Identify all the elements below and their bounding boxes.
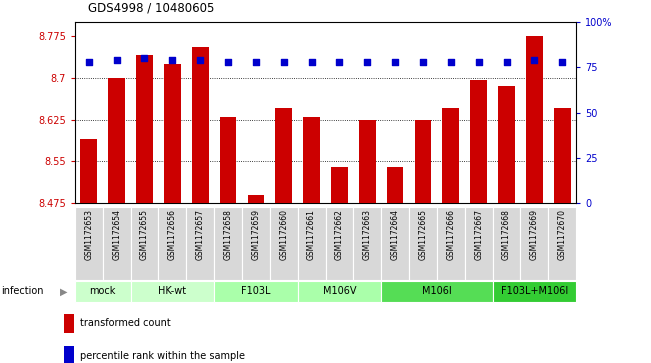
Text: GSM1172658: GSM1172658 bbox=[223, 209, 232, 260]
Bar bbox=[136, 55, 153, 203]
Text: GSM1172668: GSM1172668 bbox=[502, 209, 511, 260]
Bar bbox=[75, 281, 131, 302]
Bar bbox=[465, 207, 493, 280]
Bar bbox=[470, 81, 487, 203]
Bar bbox=[81, 139, 97, 203]
Bar bbox=[64, 314, 74, 333]
Bar bbox=[493, 281, 576, 302]
Point bbox=[501, 59, 512, 65]
Point bbox=[251, 59, 261, 65]
Bar bbox=[298, 207, 326, 280]
Bar bbox=[548, 207, 576, 280]
Point bbox=[307, 59, 317, 65]
Bar bbox=[443, 108, 459, 203]
Bar bbox=[186, 207, 214, 280]
Bar bbox=[526, 36, 543, 203]
Bar bbox=[298, 281, 381, 302]
Text: GSM1172667: GSM1172667 bbox=[474, 209, 483, 260]
Text: percentile rank within the sample: percentile rank within the sample bbox=[80, 351, 245, 361]
Bar bbox=[103, 207, 131, 280]
Point bbox=[111, 57, 122, 63]
Bar bbox=[498, 86, 515, 203]
Bar bbox=[192, 47, 208, 203]
Bar bbox=[214, 207, 242, 280]
Bar bbox=[331, 167, 348, 203]
Text: GSM1172655: GSM1172655 bbox=[140, 209, 149, 260]
Bar bbox=[437, 207, 465, 280]
Point bbox=[418, 59, 428, 65]
Text: ▶: ▶ bbox=[60, 286, 68, 296]
Text: GSM1172654: GSM1172654 bbox=[112, 209, 121, 260]
Bar bbox=[275, 108, 292, 203]
Text: M106V: M106V bbox=[323, 286, 356, 296]
Bar bbox=[131, 281, 214, 302]
Bar bbox=[131, 207, 158, 280]
Text: GSM1172666: GSM1172666 bbox=[447, 209, 455, 260]
Point bbox=[473, 59, 484, 65]
Point bbox=[279, 59, 289, 65]
Point bbox=[334, 59, 344, 65]
Bar bbox=[164, 64, 181, 203]
Point bbox=[390, 59, 400, 65]
Bar bbox=[520, 207, 548, 280]
Point bbox=[529, 57, 540, 63]
Bar bbox=[554, 108, 570, 203]
Text: mock: mock bbox=[90, 286, 116, 296]
Text: GSM1172670: GSM1172670 bbox=[558, 209, 567, 260]
Text: GSM1172663: GSM1172663 bbox=[363, 209, 372, 260]
Text: GSM1172664: GSM1172664 bbox=[391, 209, 400, 260]
Bar bbox=[158, 207, 186, 280]
Bar bbox=[381, 281, 493, 302]
Text: GSM1172657: GSM1172657 bbox=[196, 209, 204, 260]
Bar bbox=[270, 207, 298, 280]
Point bbox=[445, 59, 456, 65]
Point bbox=[139, 55, 150, 61]
Text: GDS4998 / 10480605: GDS4998 / 10480605 bbox=[88, 1, 214, 15]
Bar bbox=[409, 207, 437, 280]
Bar bbox=[242, 207, 270, 280]
Bar bbox=[108, 78, 125, 203]
Bar bbox=[415, 119, 432, 203]
Text: F103L: F103L bbox=[241, 286, 271, 296]
Point bbox=[362, 59, 372, 65]
Bar bbox=[359, 119, 376, 203]
Text: GSM1172659: GSM1172659 bbox=[251, 209, 260, 260]
Point bbox=[223, 59, 233, 65]
Text: GSM1172665: GSM1172665 bbox=[419, 209, 428, 260]
Text: GSM1172669: GSM1172669 bbox=[530, 209, 539, 260]
Text: F103L+M106I: F103L+M106I bbox=[501, 286, 568, 296]
Text: GSM1172661: GSM1172661 bbox=[307, 209, 316, 260]
Bar bbox=[75, 207, 103, 280]
Point bbox=[557, 59, 568, 65]
Bar bbox=[381, 207, 409, 280]
Bar bbox=[326, 207, 353, 280]
Text: GSM1172662: GSM1172662 bbox=[335, 209, 344, 260]
Text: transformed count: transformed count bbox=[80, 318, 171, 329]
Bar bbox=[247, 195, 264, 203]
Bar bbox=[493, 207, 520, 280]
Bar bbox=[219, 117, 236, 203]
Point bbox=[167, 57, 178, 63]
Text: HK-wt: HK-wt bbox=[158, 286, 186, 296]
Bar bbox=[353, 207, 381, 280]
Text: GSM1172656: GSM1172656 bbox=[168, 209, 177, 260]
Bar bbox=[64, 346, 74, 363]
Text: M106I: M106I bbox=[422, 286, 452, 296]
Text: infection: infection bbox=[1, 286, 44, 296]
Point bbox=[83, 59, 94, 65]
Bar bbox=[387, 167, 404, 203]
Bar bbox=[303, 117, 320, 203]
Point bbox=[195, 57, 206, 63]
Text: GSM1172660: GSM1172660 bbox=[279, 209, 288, 260]
Text: GSM1172653: GSM1172653 bbox=[84, 209, 93, 260]
Bar bbox=[214, 281, 298, 302]
